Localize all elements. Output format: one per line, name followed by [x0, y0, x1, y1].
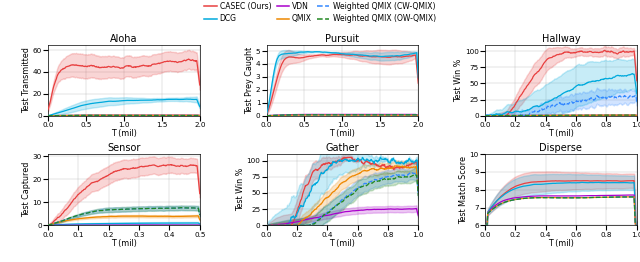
- X-axis label: T (mil): T (mil): [111, 129, 137, 138]
- Title: Gather: Gather: [326, 143, 359, 153]
- Title: Pursuit: Pursuit: [325, 34, 360, 44]
- Y-axis label: Test Win %: Test Win %: [236, 168, 245, 211]
- X-axis label: T (mil): T (mil): [330, 239, 355, 248]
- Title: Hallway: Hallway: [541, 34, 580, 44]
- Title: Aloha: Aloha: [110, 34, 138, 44]
- Y-axis label: Test Prey Caught: Test Prey Caught: [245, 47, 254, 114]
- X-axis label: T (mil): T (mil): [548, 239, 574, 248]
- Y-axis label: Test Match Score: Test Match Score: [459, 156, 468, 224]
- Title: Sensor: Sensor: [107, 143, 141, 153]
- Y-axis label: Test Win %: Test Win %: [454, 58, 463, 102]
- Title: Disperse: Disperse: [540, 143, 582, 153]
- X-axis label: T (mil): T (mil): [548, 129, 574, 138]
- X-axis label: T (mil): T (mil): [111, 239, 137, 248]
- X-axis label: T (mil): T (mil): [330, 129, 355, 138]
- Y-axis label: Test Transmitted: Test Transmitted: [22, 47, 31, 113]
- Legend: CASEC (Ours), DCG, VDN, QMIX, Weighted QMIX (CW-QMIX), Weighted QMIX (OW-QMIX): CASEC (Ours), DCG, VDN, QMIX, Weighted Q…: [202, 0, 438, 26]
- Y-axis label: Test Captured: Test Captured: [22, 162, 31, 217]
